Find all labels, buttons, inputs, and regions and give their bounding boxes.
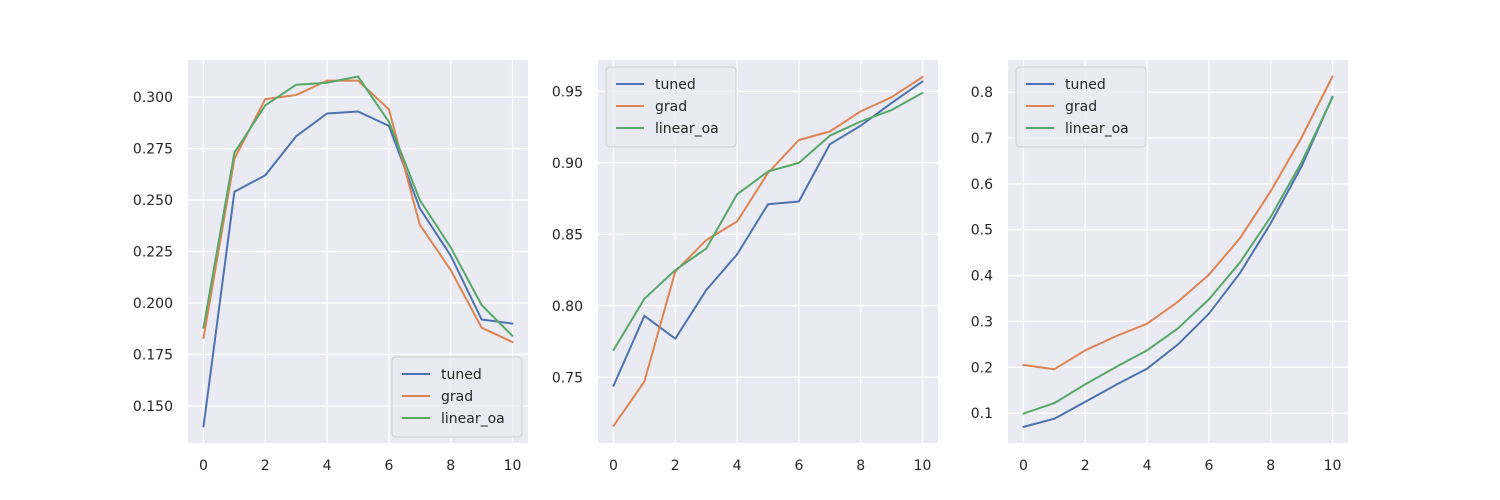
series-line-linear_oa xyxy=(612,91,924,352)
y-tick-label: 0.1 xyxy=(971,406,993,422)
series-line-grad xyxy=(1022,75,1334,371)
subplot-1: 0 2 4 6 8 10 0.150 0.175 0.200 0.225 0.250 0.275 0.3… xyxy=(133,60,528,474)
legend: tuned grad linear_oa xyxy=(1015,66,1147,148)
legend-label-grad: grad xyxy=(441,389,473,405)
series-line-linear_oa xyxy=(1022,96,1334,415)
x-tick-label: 8 xyxy=(1266,458,1275,474)
y-tick-label: 0.2 xyxy=(971,360,993,376)
legend-label-tuned: tuned xyxy=(441,367,482,383)
y-tick-label: 0.85 xyxy=(552,227,583,243)
x-tick-label: 4 xyxy=(323,458,332,474)
x-tick-label: 10 xyxy=(1324,458,1342,474)
subplot-3: 0 2 4 6 8 10 0.1 0.2 0.3 0.4 0.5 0.6 0.7 0.8 tuned grad… xyxy=(971,60,1348,474)
y-tick-label: 0.80 xyxy=(552,299,583,315)
x-tick-label: 4 xyxy=(1143,458,1152,474)
x-tick-label: 10 xyxy=(914,458,932,474)
y-tick-label: 0.200 xyxy=(133,296,173,312)
y-tick-label: 0.4 xyxy=(971,269,993,285)
y-tick-label: 0.175 xyxy=(133,347,173,363)
series-line-tuned xyxy=(1022,95,1334,428)
legend-label-grad: grad xyxy=(655,99,687,115)
x-tick-label: 0 xyxy=(1019,458,1028,474)
series-line-grad xyxy=(612,76,924,427)
series-line-grad xyxy=(202,79,514,344)
x-tick-label: 0 xyxy=(609,458,618,474)
y-tick-label: 0.3 xyxy=(971,314,993,330)
y-tick-label: 0.6 xyxy=(971,177,993,193)
x-tick-label: 8 xyxy=(446,458,455,474)
y-tick-label: 0.90 xyxy=(552,156,583,172)
legend: tuned grad linear_oa xyxy=(605,66,737,148)
y-tick-label: 0.5 xyxy=(971,223,993,239)
y-tick-label: 0.300 xyxy=(133,90,173,106)
y-tick-label: 0.7 xyxy=(971,131,993,147)
x-tick-label: 6 xyxy=(1204,458,1213,474)
y-tick-label: 0.75 xyxy=(552,370,583,386)
x-tick-label: 8 xyxy=(856,458,865,474)
x-tick-label: 10 xyxy=(504,458,522,474)
x-tick-label: 2 xyxy=(671,458,680,474)
x-tick-label: 6 xyxy=(794,458,803,474)
legend-label-linear_oa: linear_oa xyxy=(1065,121,1129,137)
x-tick-label: 4 xyxy=(733,458,742,474)
y-tick-label: 0.150 xyxy=(133,399,173,415)
legend-label-linear_oa: linear_oa xyxy=(655,121,719,137)
x-tick-label: 2 xyxy=(261,458,270,474)
y-tick-label: 0.8 xyxy=(971,85,993,101)
legend-label-linear_oa: linear_oa xyxy=(441,411,505,427)
y-tick-label: 0.275 xyxy=(133,142,173,158)
legend-label-tuned: tuned xyxy=(1065,77,1106,93)
series-line-tuned xyxy=(202,110,514,428)
x-tick-label: 0 xyxy=(199,458,208,474)
legend: tuned grad linear_oa xyxy=(391,356,523,438)
legend-label-tuned: tuned xyxy=(655,77,696,93)
y-tick-label: 0.250 xyxy=(133,193,173,209)
legend-label-grad: grad xyxy=(1065,99,1097,115)
y-tick-label: 0.95 xyxy=(552,84,583,100)
y-tick-label: 0.225 xyxy=(133,245,173,261)
subplot-2: 0 2 4 6 8 10 0.75 0.80 0.85 0.90 0.95 tuned grad line… xyxy=(552,60,938,474)
series-line-linear_oa xyxy=(202,75,514,337)
x-tick-label: 6 xyxy=(384,458,393,474)
x-tick-label: 2 xyxy=(1081,458,1090,474)
